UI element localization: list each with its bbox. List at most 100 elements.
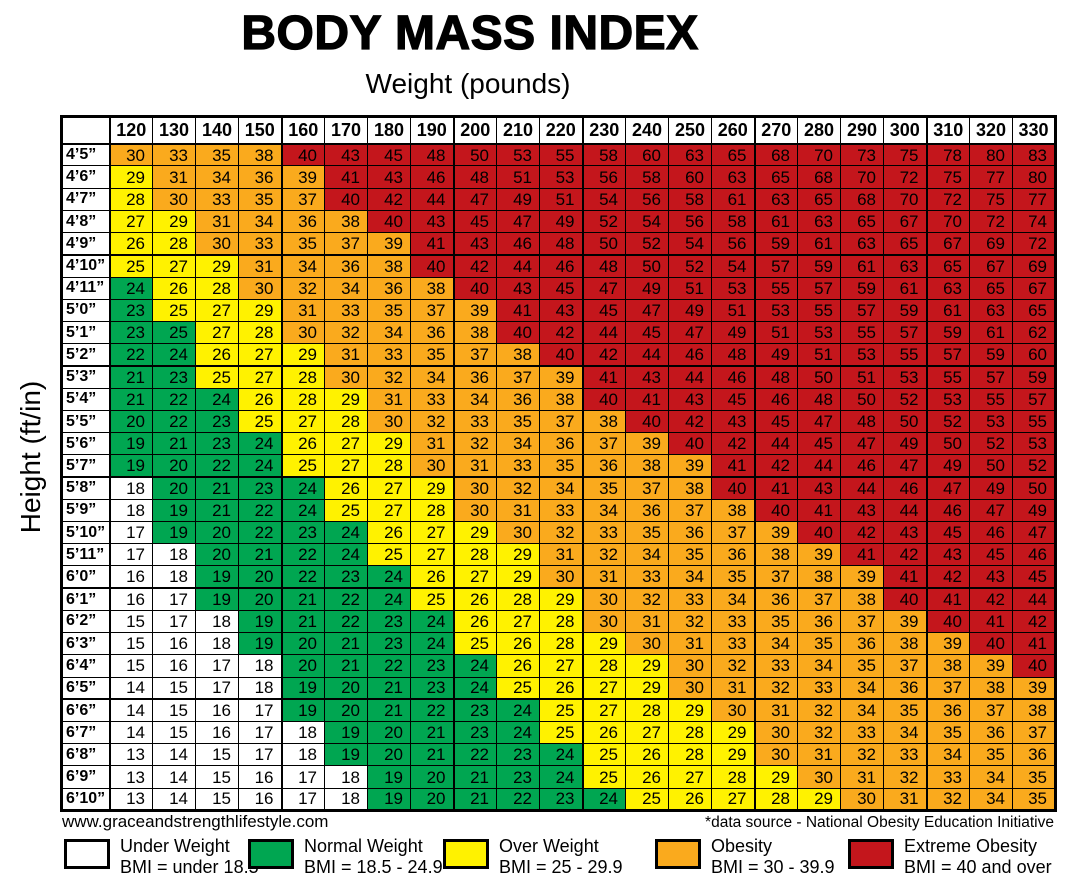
- bmi-cell: 23: [195, 409, 239, 434]
- bmi-cell: 36: [539, 432, 584, 456]
- bmi-cell: 37: [281, 187, 325, 211]
- bmi-cell: 39: [754, 520, 798, 545]
- bmi-cell: 33: [367, 343, 411, 367]
- bmi-cell: 50: [883, 409, 928, 434]
- bmi-cell: 37: [840, 609, 884, 634]
- height-row-header: 5’6”: [61, 432, 111, 456]
- bmi-cell: 53: [797, 321, 841, 345]
- bmi-cell: 55: [1012, 409, 1056, 434]
- bmi-cell: 26: [668, 787, 712, 812]
- bmi-cell: 40: [797, 520, 841, 545]
- bmi-cell: 49: [496, 187, 540, 211]
- bmi-cell: 21: [410, 743, 455, 767]
- bmi-cell: 39: [668, 454, 712, 479]
- legend-item: Under Weight BMI = under 18.5: [64, 836, 259, 878]
- bmi-cell: 25: [152, 298, 196, 323]
- bmi-cell: 14: [109, 698, 153, 722]
- y-axis-title: Height (ft/in): [15, 380, 46, 534]
- bmi-cell: 49: [625, 276, 669, 300]
- bmi-cell: 33: [195, 187, 239, 211]
- bmi-cell: 33: [797, 676, 841, 701]
- bmi-cell: 43: [711, 409, 756, 434]
- bmi-cell: 53: [539, 165, 584, 189]
- bmi-cell: 21: [195, 476, 239, 500]
- bmi-cell: 31: [238, 254, 283, 278]
- bmi-cell: 24: [539, 743, 584, 767]
- bmi-cell: 32: [711, 654, 756, 678]
- bmi-cell: 28: [668, 743, 712, 767]
- bmi-cell: 17: [238, 698, 283, 722]
- bmi-cell: 53: [840, 343, 884, 367]
- bmi-cell: 16: [152, 654, 196, 678]
- bmi-cell: 47: [969, 498, 1013, 522]
- height-row-header: 5’11”: [61, 543, 111, 567]
- bmi-cell: 39: [367, 232, 411, 256]
- bmi-cell: 58: [582, 143, 626, 167]
- bmi-cell: 14: [152, 743, 196, 767]
- bmi-cell: 47: [453, 187, 497, 211]
- bmi-cell: 20: [367, 720, 411, 745]
- bmi-cell: 31: [668, 632, 712, 656]
- bmi-cell: 25: [238, 409, 283, 434]
- bmi-cell: 63: [668, 143, 712, 167]
- bmi-cell: 38: [238, 143, 283, 167]
- bmi-cell: 49: [539, 209, 584, 234]
- bmi-cell: 40: [582, 387, 626, 411]
- bmi-cell: 48: [410, 143, 455, 167]
- bmi-cell: 27: [582, 698, 626, 722]
- bmi-cell: 15: [152, 676, 196, 701]
- bmi-cell: 31: [324, 343, 368, 367]
- bmi-cell: 21: [324, 654, 368, 678]
- bmi-cell: 32: [754, 676, 798, 701]
- bmi-cell: 27: [367, 476, 411, 500]
- bmi-cell: 38: [582, 409, 626, 434]
- bmi-cell: 32: [797, 720, 841, 745]
- corner-cell: [61, 115, 111, 145]
- bmi-cell: 43: [496, 276, 540, 300]
- bmi-cell: 28: [324, 409, 368, 434]
- bmi-cell: 34: [195, 165, 239, 189]
- bmi-cell: 18: [281, 743, 325, 767]
- bmi-cell: 28: [539, 632, 584, 656]
- bmi-cell: 42: [969, 587, 1013, 611]
- bmi-cell: 43: [883, 520, 928, 545]
- bmi-cell: 26: [367, 520, 411, 545]
- bmi-cell: 39: [539, 365, 584, 389]
- bmi-cell: 51: [754, 321, 798, 345]
- bmi-cell: 41: [840, 543, 884, 567]
- bmi-cell: 38: [410, 276, 455, 300]
- bmi-cell: 34: [797, 654, 841, 678]
- bmi-cell: 30: [195, 232, 239, 256]
- bmi-cell: 35: [625, 520, 669, 545]
- bmi-cell: 45: [926, 520, 970, 545]
- bmi-cell: 24: [195, 387, 239, 411]
- bmi-cell: 29: [797, 787, 841, 812]
- bmi-cell: 28: [496, 587, 540, 611]
- bmi-cell: 59: [926, 321, 970, 345]
- bmi-cell: 70: [840, 165, 884, 189]
- bmi-cell: 25: [109, 254, 153, 278]
- bmi-cell: 27: [582, 676, 626, 701]
- bmi-cell: 49: [926, 454, 970, 479]
- bmi-cell: 21: [324, 632, 368, 656]
- bmi-cell: 77: [1012, 187, 1056, 211]
- bmi-cell: 47: [625, 298, 669, 323]
- bmi-cell: 27: [367, 498, 411, 522]
- bmi-cell: 24: [582, 787, 626, 812]
- bmi-cell: 29: [367, 432, 411, 456]
- bmi-cell: 41: [410, 232, 455, 256]
- bmi-cell: 52: [883, 387, 928, 411]
- page-title: BODY MASS INDEX: [241, 6, 699, 60]
- bmi-cell: 35: [926, 720, 970, 745]
- bmi-cell: 26: [625, 765, 669, 789]
- bmi-cell: 40: [324, 187, 368, 211]
- bmi-cell: 47: [496, 209, 540, 234]
- bmi-cell: 22: [152, 387, 196, 411]
- bmi-cell: 50: [1012, 476, 1056, 500]
- bmi-cell: 38: [496, 343, 540, 367]
- legend-label: Normal Weight: [304, 836, 423, 856]
- bmi-cell: 52: [1012, 454, 1056, 479]
- bmi-cell: 25: [496, 676, 540, 701]
- bmi-cell: 22: [281, 565, 325, 590]
- bmi-cell: 67: [1012, 276, 1056, 300]
